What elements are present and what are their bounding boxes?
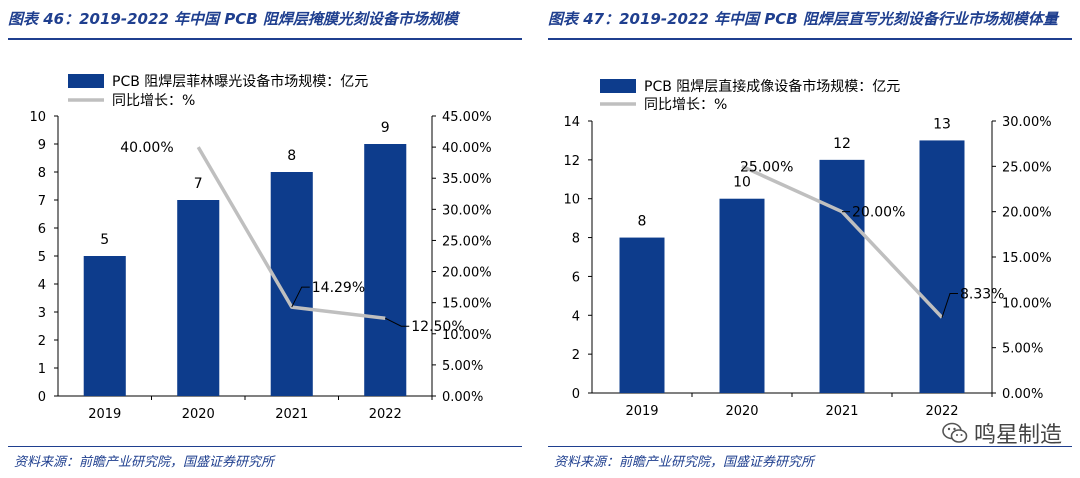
left-tick-label: 3 <box>38 306 46 321</box>
right-tick-label: 45.00% <box>442 110 492 125</box>
right-tick-label: 5.00% <box>442 359 483 374</box>
left-tick-label: 10 <box>29 110 46 125</box>
source-divider <box>8 446 522 447</box>
x-tick-label: 2021 <box>275 407 308 422</box>
bar-data-label: 13 <box>933 116 951 132</box>
bar-data-label: 7 <box>194 176 203 192</box>
right-tick-label: 35.00% <box>442 172 492 187</box>
legend-bar-label: PCB 阻焊层直接成像设备市场规模：亿元 <box>644 78 900 95</box>
left-tick-label: 2 <box>572 348 580 363</box>
chart-title: 图表 47：2019-2022 年中国 PCB 阻焊层直写光刻设备行业市场规模体… <box>548 10 1058 28</box>
x-tick-label: 2019 <box>625 404 658 419</box>
left-tick-label: 9 <box>38 138 46 153</box>
left-tick-label: 0 <box>38 390 46 405</box>
source-note: 资料来源：前瞻产业研究院，国盛证券研究所 <box>14 455 275 470</box>
bar <box>177 200 220 396</box>
line-label-leader <box>941 292 958 318</box>
x-tick-label: 2020 <box>182 407 215 422</box>
source-divider <box>548 446 1072 447</box>
left-tick-label: 12 <box>563 154 580 169</box>
left-tick-label: 4 <box>38 278 46 293</box>
line-data-label: 20.00% <box>852 205 905 221</box>
bar <box>364 144 407 396</box>
title-divider <box>548 38 1072 40</box>
x-tick-label: 2020 <box>725 404 758 419</box>
bar-data-label: 12 <box>833 136 851 152</box>
right-tick-label: 20.00% <box>442 266 492 281</box>
right-tick-label: 30.00% <box>442 203 492 218</box>
x-tick-label: 2019 <box>88 407 121 422</box>
left-tick-label: 8 <box>38 166 46 181</box>
bar-data-label: 8 <box>287 148 296 164</box>
right-tick-label: 0.00% <box>1002 387 1043 402</box>
right-tick-label: 5.00% <box>1002 342 1043 357</box>
chart-panel-46: 图表 46：2019-2022 年中国 PCB 阻焊层掩膜光刻设备市场规模 PC… <box>0 0 530 478</box>
left-tick-label: 10 <box>563 193 580 208</box>
right-tick-label: 25.00% <box>442 234 492 249</box>
right-tick-label: 15.00% <box>1002 251 1052 266</box>
bar <box>819 159 865 393</box>
bar-data-label: 10 <box>733 175 751 191</box>
line-label-leader <box>385 317 410 327</box>
left-tick-label: 8 <box>572 232 580 247</box>
bar <box>919 140 965 393</box>
legend-bar-swatch <box>600 79 636 93</box>
right-tick-label: 15.00% <box>442 297 492 312</box>
left-tick-label: 5 <box>38 250 46 265</box>
left-tick-label: 1 <box>38 362 46 377</box>
right-tick-label: 0.00% <box>442 390 483 405</box>
left-tick-label: 4 <box>572 309 580 324</box>
right-tick-label: 40.00% <box>442 141 492 156</box>
legend-bar-label: PCB 阻焊层菲林曝光设备市场规模：亿元 <box>112 73 368 90</box>
title-divider <box>8 38 522 40</box>
watermark: 鸣星制造 <box>942 417 1062 449</box>
right-tick-label: 10.00% <box>1002 296 1052 311</box>
x-tick-label: 2021 <box>825 404 858 419</box>
legend-line-label: 同比增长：% <box>112 93 195 109</box>
right-tick-label: 10.00% <box>442 328 492 343</box>
chart-panel-47: 图表 47：2019-2022 年中国 PCB 阻焊层直写光刻设备行业市场规模体… <box>540 0 1080 478</box>
chart-title: 图表 46：2019-2022 年中国 PCB 阻焊层掩膜光刻设备市场规模 <box>8 10 458 28</box>
left-tick-label: 7 <box>38 194 46 209</box>
bar-data-label: 9 <box>381 120 390 136</box>
source-note: 资料来源：前瞻产业研究院，国盛证券研究所 <box>554 455 815 470</box>
line-data-label: 12.50% <box>411 319 464 335</box>
left-tick-label: 6 <box>572 270 580 285</box>
line-data-label: 14.29% <box>312 280 365 296</box>
line-data-label: 40.00% <box>120 140 173 156</box>
left-tick-label: 2 <box>38 334 46 349</box>
legend-bar-swatch <box>68 74 104 88</box>
left-tick-label: 14 <box>563 115 580 130</box>
left-tick-label: 0 <box>572 387 580 402</box>
left-tick-label: 6 <box>38 222 46 237</box>
bar <box>83 256 126 396</box>
right-tick-label: 30.00% <box>1002 115 1052 130</box>
bar <box>619 237 665 393</box>
bar-data-label: 8 <box>638 214 647 230</box>
wechat-icon <box>942 422 968 443</box>
right-tick-label: 25.00% <box>1002 160 1052 175</box>
right-tick-label: 20.00% <box>1002 206 1052 221</box>
line-label-leader <box>291 286 310 308</box>
bar-data-label: 5 <box>100 232 109 248</box>
x-tick-label: 2022 <box>925 404 958 419</box>
bar <box>719 198 765 393</box>
line-data-label: 25.00% <box>740 159 793 175</box>
x-tick-label: 2022 <box>369 407 402 422</box>
line-data-label: 8.33% <box>960 286 1004 302</box>
watermark-text: 鸣星制造 <box>973 423 1062 448</box>
legend-line-label: 同比增长：% <box>644 97 727 113</box>
